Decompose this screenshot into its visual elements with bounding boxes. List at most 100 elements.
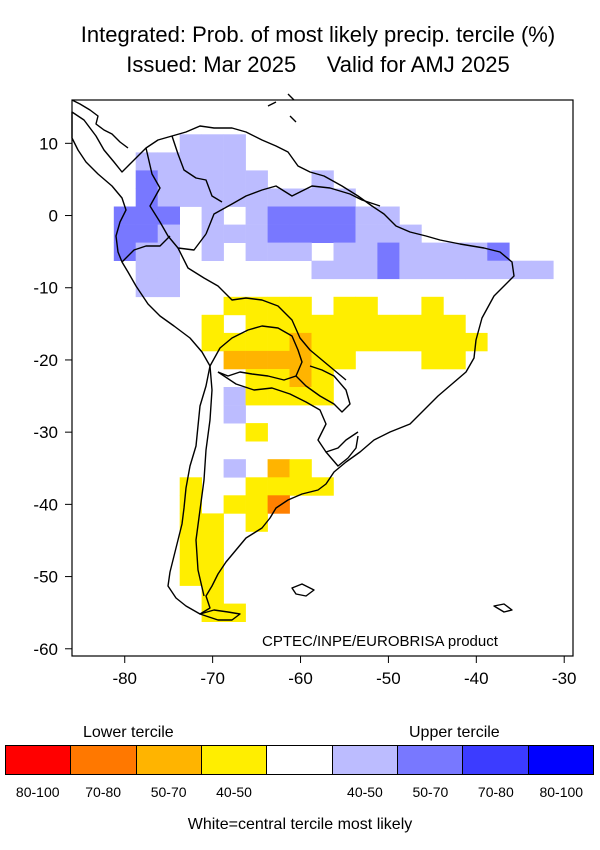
legend-range-label: 80-100 bbox=[15, 784, 60, 800]
probability-cell bbox=[311, 224, 334, 243]
probability-cell bbox=[201, 531, 224, 550]
probability-cells bbox=[113, 134, 554, 622]
probability-cell bbox=[223, 296, 246, 316]
probability-cell bbox=[311, 332, 334, 352]
y-tick-label: -20 bbox=[33, 351, 58, 370]
probability-cell bbox=[201, 314, 224, 334]
y-tick-label: 10 bbox=[39, 134, 58, 153]
probability-cell bbox=[377, 242, 400, 261]
probability-cell bbox=[333, 260, 356, 280]
probability-cell bbox=[245, 495, 268, 514]
y-axis-ticks: 10 0 -10 -20 -30 -40 -50 -60 bbox=[33, 134, 72, 659]
probability-cell bbox=[267, 188, 290, 207]
probability-cell bbox=[421, 260, 444, 280]
probability-cell bbox=[157, 206, 180, 225]
probability-cell bbox=[311, 314, 334, 334]
probability-cell bbox=[267, 477, 290, 496]
legend-swatch bbox=[463, 746, 529, 774]
probability-cell bbox=[421, 314, 444, 334]
credit-text: CPTEC/INPE/EUROBRISA product bbox=[262, 633, 499, 650]
probability-cell bbox=[311, 188, 334, 207]
x-tick-label: -50 bbox=[376, 669, 401, 688]
probability-cell bbox=[289, 296, 312, 316]
probability-cell bbox=[333, 332, 356, 352]
probability-cell bbox=[421, 332, 444, 352]
y-tick-label: -40 bbox=[33, 495, 58, 514]
map-frame bbox=[71, 99, 574, 657]
probability-cell bbox=[201, 585, 224, 604]
probability-cell bbox=[245, 477, 268, 496]
andes-border-north bbox=[145, 147, 207, 251]
probability-cell bbox=[223, 170, 246, 189]
probability-cell bbox=[267, 332, 290, 352]
legend-colorbar bbox=[5, 745, 594, 775]
probability-cell bbox=[333, 188, 356, 207]
border-uruguay bbox=[325, 435, 359, 467]
probability-cell bbox=[157, 152, 180, 171]
probability-cell bbox=[355, 296, 378, 316]
probability-cell bbox=[201, 567, 224, 586]
border-peru-ecuador bbox=[121, 235, 171, 263]
probability-cell bbox=[223, 495, 246, 514]
probability-cell bbox=[333, 242, 356, 261]
probability-cell bbox=[267, 314, 290, 334]
probability-cell bbox=[355, 260, 378, 280]
legend-range-label: 50-70 bbox=[412, 784, 449, 800]
border-brazil-west bbox=[177, 247, 347, 381]
probability-cell bbox=[267, 350, 290, 370]
legend-range-label: 40-50 bbox=[216, 784, 252, 800]
probability-cell bbox=[201, 242, 224, 261]
x-tick-label: -30 bbox=[552, 669, 577, 688]
probability-cell bbox=[245, 332, 268, 352]
x-axis-ticks: -80 -70 -60 -50 -40 -30 bbox=[112, 656, 576, 688]
probability-cell bbox=[223, 387, 246, 406]
legend-swatch bbox=[397, 746, 464, 774]
probability-cell bbox=[157, 278, 180, 298]
probability-cell bbox=[509, 260, 532, 280]
probability-cell bbox=[245, 224, 268, 243]
coastline-borders bbox=[71, 93, 515, 621]
probability-cell bbox=[157, 188, 180, 207]
probability-cell bbox=[487, 260, 510, 280]
probability-cell bbox=[443, 314, 466, 334]
probability-cell bbox=[201, 513, 224, 532]
probability-cell bbox=[333, 206, 356, 225]
legend-range-label: 40-50 bbox=[347, 784, 383, 800]
probability-cell bbox=[333, 350, 356, 370]
probability-cell bbox=[267, 495, 290, 514]
probability-cell bbox=[223, 152, 246, 171]
probability-cell bbox=[245, 242, 268, 261]
legend-swatch bbox=[71, 746, 137, 774]
probability-cell bbox=[135, 224, 158, 243]
probability-cell bbox=[223, 405, 246, 424]
probability-cell bbox=[245, 296, 268, 316]
probability-cell bbox=[223, 459, 246, 478]
probability-cell bbox=[289, 459, 312, 478]
probability-cell bbox=[311, 369, 334, 388]
probability-cell bbox=[333, 224, 356, 243]
x-tick-label: -70 bbox=[200, 669, 225, 688]
upper-tercile-heading: Upper tercile bbox=[409, 724, 500, 741]
probability-cell bbox=[399, 314, 422, 334]
probability-cell bbox=[113, 224, 137, 243]
probability-cell bbox=[223, 188, 246, 207]
border-argentina-chile bbox=[195, 365, 213, 597]
border-colombia-venezuela bbox=[171, 135, 223, 203]
x-tick-label: -40 bbox=[464, 669, 489, 688]
probability-cell bbox=[179, 549, 202, 568]
probability-cell bbox=[223, 350, 246, 370]
probability-cell bbox=[355, 206, 378, 225]
probability-cell bbox=[355, 332, 378, 352]
probability-cell bbox=[157, 242, 180, 261]
probability-cell bbox=[113, 206, 137, 225]
probability-cell bbox=[267, 459, 290, 478]
probability-cell bbox=[289, 188, 312, 207]
probability-cell bbox=[443, 332, 466, 352]
map-title-line2: Issued: Mar 2025 Valid for AMJ 2025 bbox=[126, 52, 510, 77]
probability-cell bbox=[421, 242, 444, 261]
probability-cell bbox=[443, 260, 466, 280]
probability-cell bbox=[179, 152, 202, 171]
probability-cell bbox=[399, 242, 422, 261]
probability-cell bbox=[201, 332, 224, 352]
probability-cell bbox=[399, 260, 422, 280]
